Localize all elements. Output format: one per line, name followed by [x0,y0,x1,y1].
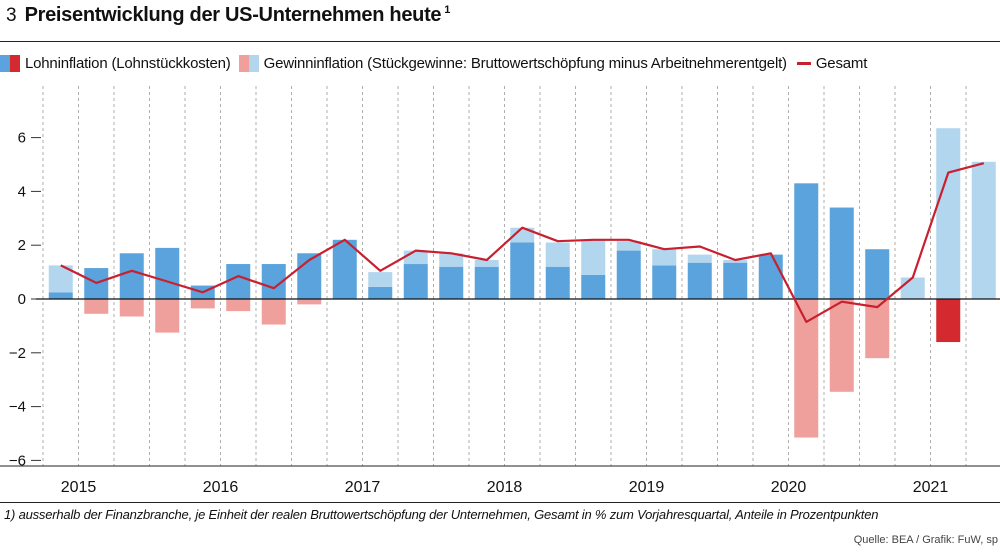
bar-wage-inflation [723,262,748,299]
bar-profit-inflation [226,299,251,312]
bar-profit-inflation [723,259,748,263]
bar-profit-inflation [403,250,428,265]
bar-wage-inflation [368,286,393,299]
x-year-label: 2017 [345,479,381,496]
bar-wage-inflation [829,207,854,299]
bar-profit-inflation [545,242,570,267]
x-year-label: 2018 [487,479,523,496]
bar-wage-inflation [226,264,251,299]
x-year-label: 2015 [61,479,97,496]
legend-item-profit: Gewinninflation (Stückgewinne: Bruttower… [238,54,787,72]
legend-swatch-total [796,61,811,65]
bar-profit-inflation [971,161,996,299]
legend-label-total: Gesamt [815,54,868,72]
bar-profit-inflation [155,299,180,333]
legend: Lohninflation (Lohnstückkosten) Gewinnin… [0,52,1000,74]
bar-wage-inflation [758,254,783,299]
line-total [60,162,985,323]
y-tick-label: 0 [18,291,26,308]
bar-profit-inflation [865,299,890,359]
bar-profit-inflation [829,299,854,392]
bar-profit-inflation [190,299,215,309]
bar-profit-inflation [297,299,322,305]
bar-profit-inflation [474,259,499,267]
bar-wage-inflation [936,299,961,343]
chart-plot: −6 −4 −2 0 2 4 6 2015 2016 2017 2018 2019 2020 2021 [0,86,1000,496]
y-tick-label: −2 [9,345,26,362]
chart-header: 3 Preisentwicklung der US-Unternehmen he… [6,4,450,34]
x-year-label: 2020 [771,479,807,496]
footnote-rule [0,502,1000,503]
legend-label-wage: Lohninflation (Lohnstückkosten) [25,54,231,72]
bar-profit-inflation [581,239,606,275]
y-tick-label: 6 [18,130,26,147]
bar-wage-inflation [403,264,428,299]
y-tick-label: −4 [9,399,26,416]
bar-profit-inflation [119,299,144,317]
source-credit: Quelle: BEA / Grafik: FuW, sp [853,534,998,546]
bar-wage-inflation [332,239,357,299]
bar-profit-inflation [439,253,464,267]
bar-wage-inflation [155,247,180,299]
legend-item-total: Gesamt [795,55,867,72]
chart-number: 3 [6,5,17,26]
legend-swatch-wage-pos [0,54,10,72]
bar-wage-inflation [794,183,819,299]
legend-item-wage: Lohninflation (Lohnstückkosten) [0,54,231,72]
legend-label-profit: Gewinninflation (Stückgewinne: Bruttower… [263,54,787,72]
bar-wage-inflation [581,274,606,299]
bar-profit-inflation [652,249,677,266]
bar-wage-inflation [616,250,641,299]
y-tick-label: 4 [18,183,26,200]
bar-profit-inflation [616,241,641,251]
bar-wage-inflation [652,265,677,299]
bar-wage-inflation [48,292,73,299]
x-year-label: 2016 [203,479,239,496]
legend-swatch-wage-neg [10,54,20,72]
bar-wage-inflation [865,249,890,299]
bar-wage-inflation [439,266,464,299]
bar-profit-inflation [84,299,109,314]
x-year-label: 2021 [913,479,949,496]
bar-profit-inflation [510,227,535,243]
footnote: 1) ausserhalb der Finanzbranche, je Einh… [4,507,879,522]
y-tick-label: −6 [9,452,26,469]
bar-wage-inflation [119,253,144,299]
bar-profit-inflation [261,299,286,325]
bar-profit-inflation [687,254,712,263]
x-year-label: 2019 [629,479,665,496]
bar-profit-inflation [368,272,393,287]
bar-wage-inflation [687,262,712,299]
bar-profit-inflation [936,128,961,299]
bar-profit-inflation [900,277,925,299]
legend-swatch-profit-neg [238,54,249,72]
bar-wage-inflation [510,242,535,299]
chart-title: Preisentwicklung der US-Unternehmen heut… [25,4,451,27]
y-tick-label: 2 [18,237,26,254]
chart-title-text: Preisentwicklung der US-Unternehmen heut… [24,4,442,26]
legend-swatch-profit-pos [248,54,259,72]
bar-wage-inflation [545,266,570,299]
bar-wage-inflation [474,266,499,299]
top-rule [0,41,1000,42]
footnote-marker: 1 [444,4,451,17]
